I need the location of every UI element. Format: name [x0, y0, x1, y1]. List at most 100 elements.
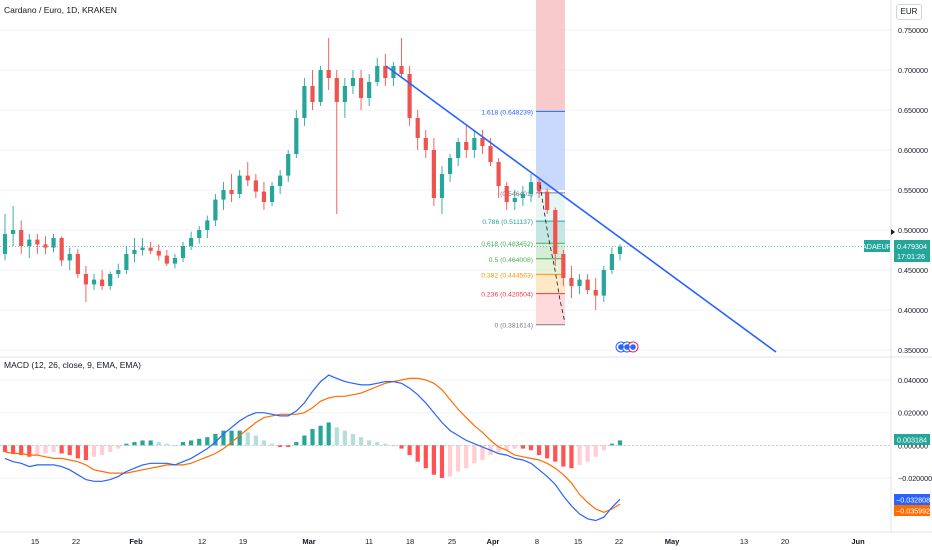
- macd-histogram-bar: [221, 430, 226, 446]
- macd-histogram-bar: [472, 445, 477, 464]
- candle-body: [553, 210, 558, 254]
- candle-body: [561, 254, 566, 278]
- macd-histogram-bar: [439, 445, 445, 478]
- macd-histogram-bar: [100, 445, 105, 456]
- price-axis[interactable]: 0.750000 0.700000 0.650000 0.600000 0.550000…: [898, 26, 928, 355]
- macd-line: [4, 374, 621, 522]
- fibonacci-retracement[interactable]: 1.618 (0.648239) (0.546401) 0.786 (0.51113…: [481, 109, 565, 330]
- position-tool[interactable]: [536, 0, 565, 190]
- event-markers[interactable]: [615, 341, 639, 353]
- fib-level-label: 0.382 (0.444563): [481, 272, 533, 279]
- macd-histogram-bar: [205, 437, 210, 446]
- candle-body: [253, 180, 258, 192]
- trendline[interactable]: [385, 65, 777, 353]
- candle-body: [496, 162, 501, 186]
- macd-histogram-bar: [512, 445, 517, 449]
- currency-selector[interactable]: EUR: [896, 4, 922, 20]
- candle-body: [294, 118, 299, 154]
- candle-body: [51, 238, 56, 248]
- time-axis[interactable]: 15 22 Feb 12 19 Mar 11 18 25 Apr 8 15 22 May 13 20 Jun: [31, 537, 865, 546]
- macd-histogram-bar: [27, 445, 32, 457]
- candle-body: [528, 182, 534, 194]
- macd-axis[interactable]: 0.040000 0.020000 0.000000 −0.020000: [898, 376, 932, 483]
- time-tick-label: May: [665, 537, 680, 546]
- candle-body: [27, 239, 32, 246]
- macd-histogram-bar: [423, 445, 428, 469]
- macd-histogram-bar: [91, 445, 97, 457]
- macd-histogram-bar: [116, 445, 121, 449]
- candle-body: [83, 274, 89, 285]
- macd-histogram-bar: [310, 429, 315, 446]
- macd-badge: −0.032808: [896, 496, 930, 505]
- candle-body: [237, 175, 242, 194]
- candle-body: [358, 78, 364, 98]
- candle-body: [472, 138, 477, 150]
- macd-histogram-bar: [302, 435, 307, 446]
- macd-tick-label: −0.020000: [898, 474, 932, 483]
- candle-body: [116, 270, 121, 274]
- candle-body: [415, 118, 420, 138]
- candle-body: [318, 70, 323, 102]
- candle-body: [172, 258, 178, 264]
- time-tick-label: 11: [365, 537, 373, 546]
- macd-histogram-bar: [334, 427, 339, 446]
- time-tick-label: 18: [406, 537, 414, 546]
- candle-body: [488, 146, 493, 162]
- macd-histogram-bar: [164, 443, 169, 446]
- price-tick-label: 0.650000: [898, 106, 928, 115]
- fib-level-label: 0.786 (0.511137): [482, 219, 533, 226]
- candle-body: [536, 182, 542, 192]
- macd-histogram-bar: [545, 445, 550, 459]
- macd-histogram-bar: [124, 443, 129, 446]
- symbol-badge: ADAEUR: [862, 242, 892, 251]
- candle-body: [310, 86, 315, 102]
- hist-badge: 0.003184: [897, 436, 927, 445]
- macd-histogram-bar: [180, 442, 186, 446]
- macd-histogram-bar: [286, 445, 291, 447]
- macd-histogram-bar: [326, 422, 331, 446]
- macd-histogram-bar: [261, 440, 267, 446]
- candle-body: [164, 255, 169, 264]
- candle-body: [593, 290, 598, 296]
- price-badge: ADAEUR 0.479304 17:01:26: [862, 229, 930, 262]
- candle-body: [585, 279, 590, 290]
- macd-histogram-bar: [577, 445, 582, 465]
- candle-body: [617, 246, 623, 254]
- macd-histogram-bar: [407, 445, 412, 456]
- macd-histogram-bar: [464, 445, 469, 469]
- macd-histogram-bar: [132, 442, 137, 446]
- candle-body: [302, 86, 307, 118]
- signal-line: [4, 377, 621, 513]
- candle-body: [19, 230, 24, 246]
- macd-histogram-bar: [43, 445, 48, 454]
- candle-body: [132, 250, 137, 254]
- macd-histogram-bar: [431, 445, 436, 475]
- macd-histogram-bar: [383, 443, 388, 446]
- time-tick-label: Jun: [851, 537, 865, 546]
- candle-body: [245, 175, 250, 181]
- macd-histogram-bar: [375, 442, 380, 446]
- macd-title: MACD (12, 26, close, 9, EMA, EMA): [4, 360, 141, 370]
- candle-body: [350, 78, 356, 86]
- price-tick-label: 0.700000: [898, 66, 928, 75]
- candle-body: [100, 279, 105, 286]
- candle-body: [269, 186, 275, 202]
- last-price-label: 0.479304: [897, 242, 927, 251]
- time-tick-label: 19: [239, 537, 247, 546]
- macd-histogram-bar: [253, 435, 258, 446]
- time-tick-label: 12: [198, 537, 206, 546]
- macd-histogram-bar: [536, 445, 542, 456]
- time-tick-label: 15: [31, 537, 39, 546]
- price-tick-label: 0.550000: [898, 186, 928, 195]
- fib-level-label: 0.236 (0.420504): [481, 292, 533, 299]
- candle-body: [43, 244, 48, 248]
- candle-body: [569, 278, 574, 286]
- candle-body: [156, 250, 161, 256]
- macd-histogram-bar: [456, 445, 461, 472]
- candle-body: [148, 247, 153, 251]
- candle-body: [221, 190, 226, 200]
- macd-histogram: [2, 422, 623, 478]
- macd-histogram-bar: [415, 445, 420, 462]
- fib-level-label: 1.618 (0.648239): [481, 109, 533, 116]
